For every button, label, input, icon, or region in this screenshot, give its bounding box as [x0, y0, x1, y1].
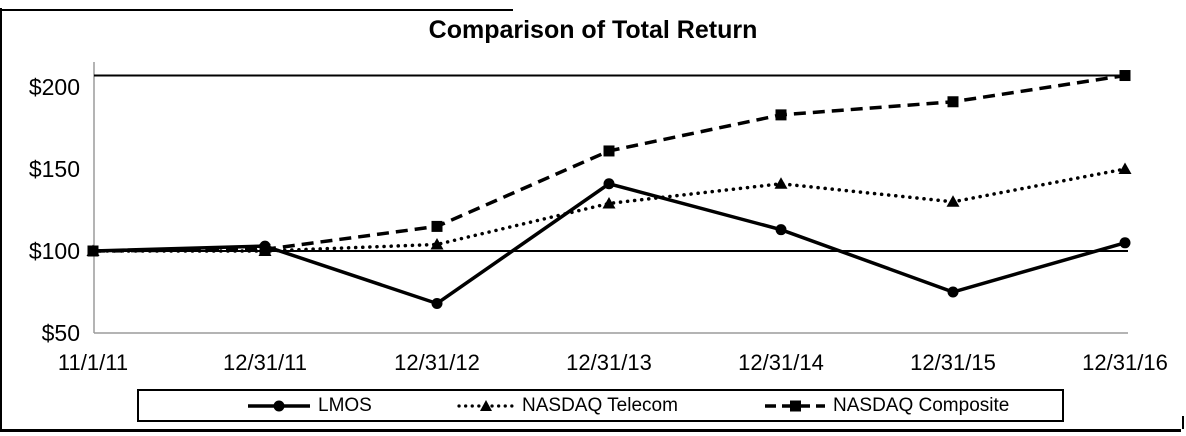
x-tick-label: 12/31/11	[222, 350, 307, 375]
legend: LMOS NASDAQ Telecom NASDAQ Composite	[137, 389, 1064, 422]
marker-nasdaq-composite	[259, 243, 271, 255]
legend-item-nasdaq-composite: NASDAQ Composite	[764, 391, 1009, 420]
page-border-right-stub	[1182, 416, 1184, 429]
marker-lmos	[775, 224, 787, 236]
x-tick-label: 12/31/13	[566, 350, 652, 375]
marker-nasdaq-telecom	[602, 196, 616, 209]
marker-nasdaq-composite	[775, 109, 787, 121]
marker-nasdaq-composite	[947, 96, 959, 108]
marker-nasdaq-composite	[431, 220, 443, 232]
legend-label-lmos: LMOS	[318, 394, 372, 416]
chart-title: Comparison of Total Return	[428, 16, 758, 44]
y-tick-label: $150	[28, 156, 80, 182]
marker-lmos	[603, 178, 615, 190]
dashed-line-square-marker-icon	[765, 400, 825, 411]
marker-lmos	[431, 297, 443, 309]
page-border-left	[0, 8, 2, 431]
marker-lmos	[1119, 237, 1131, 249]
marker-nasdaq-telecom	[774, 177, 788, 189]
marker-nasdaq-composite	[87, 245, 99, 257]
marker-nasdaq-telecom	[946, 195, 960, 207]
page-border-bottom	[0, 429, 1181, 432]
y-tick-label: $50	[41, 320, 80, 346]
y-tick-label: $200	[28, 74, 80, 100]
dotted-line-triangle-marker-icon	[457, 399, 515, 411]
page-border-top	[0, 9, 513, 11]
legend-item-nasdaq-telecom: NASDAQ Telecom	[457, 391, 678, 420]
marker-nasdaq-telecom	[1118, 162, 1132, 174]
legend-item-lmos: LMOS	[247, 391, 372, 420]
x-tick-label: 11/1/11	[57, 350, 129, 375]
x-tick-label: 12/31/12	[394, 350, 480, 375]
x-tick-label: 12/31/14	[738, 350, 824, 375]
x-tick-label: 12/31/15	[910, 350, 996, 375]
marker-nasdaq-telecom	[430, 237, 444, 250]
legend-label-nasdaq-telecom: NASDAQ Telecom	[522, 394, 678, 416]
marker-lmos	[947, 286, 959, 298]
legend-label-nasdaq-composite: NASDAQ Composite	[833, 394, 1010, 416]
y-axis-labels: $200 $150 $100 $50	[0, 0, 84, 436]
marker-nasdaq-composite	[1119, 70, 1131, 82]
y-tick-label: $100	[28, 238, 80, 264]
marker-nasdaq-composite	[603, 145, 615, 157]
x-tick-label: 12/31/16	[1082, 350, 1168, 375]
solid-line-circle-marker-icon	[248, 400, 310, 411]
